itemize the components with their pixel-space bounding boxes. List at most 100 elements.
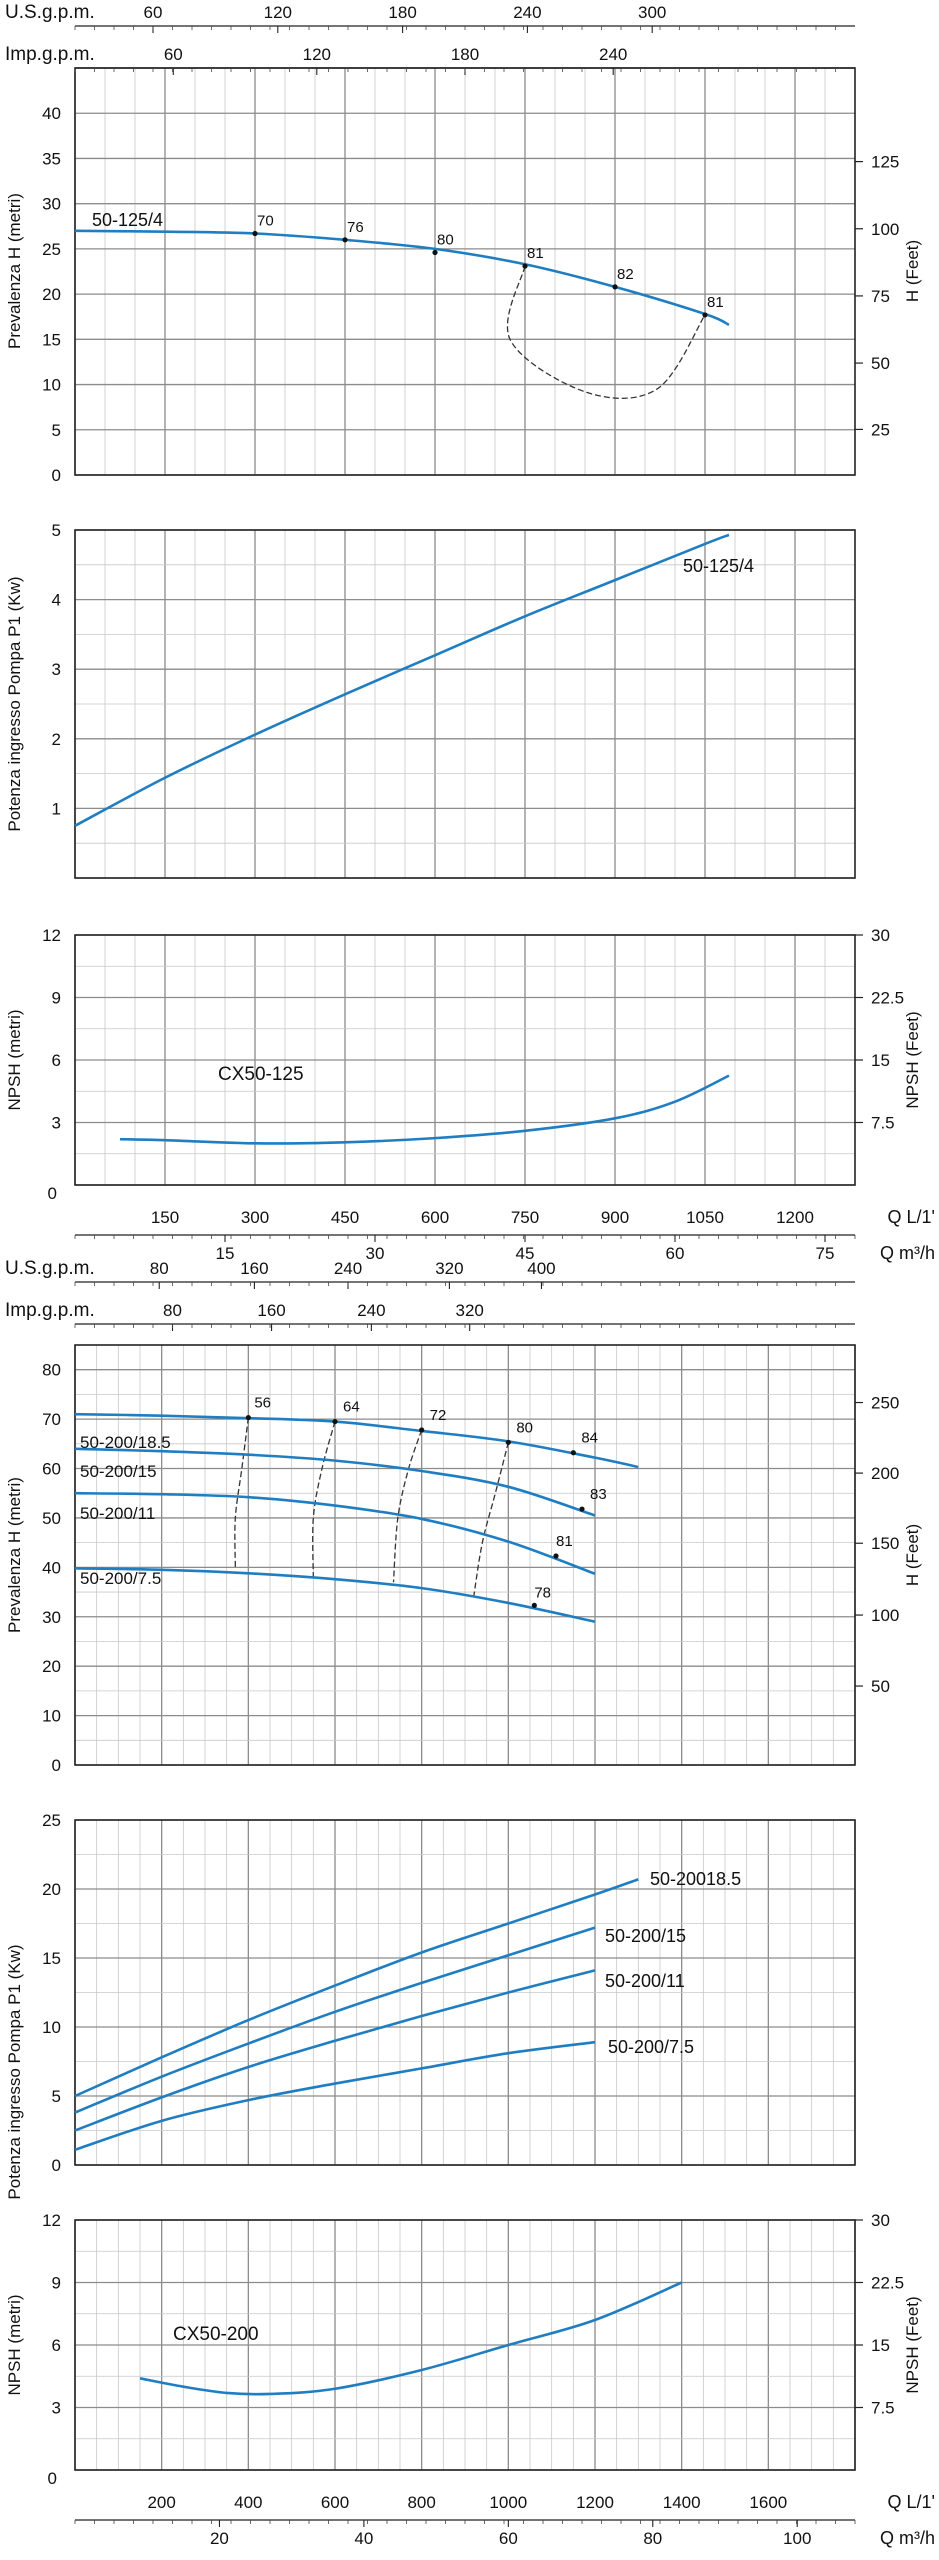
y-axis-label: Potenza ingresso Pompa P1 (Kw) (5, 1944, 24, 2199)
top-scale-tick-label: 300 (638, 3, 666, 22)
series-label: 50-200/7.5 (608, 2037, 694, 2057)
efficiency-envelope-line (506, 265, 706, 399)
y2-tick-label: 15 (871, 2336, 890, 2355)
x-tick-label: 1050 (686, 1208, 724, 1227)
y2-tick-label: 7.5 (871, 1114, 895, 1133)
x-tick-label: 1600 (749, 2493, 787, 2512)
series-line-50-200/15 (74, 1447, 596, 1517)
series-line-50-125/4 (74, 533, 730, 827)
x-tick-label: 800 (407, 2493, 435, 2512)
x-tick-label: 450 (331, 1208, 359, 1227)
c6-grid (74, 2219, 856, 2471)
series-label: 50-125/4 (92, 210, 163, 230)
series-label: 50-200/15 (80, 1462, 157, 1481)
efficiency-label: 80 (437, 232, 454, 249)
x2-tick-label: 75 (816, 1244, 835, 1263)
plot-frame (74, 1344, 856, 1766)
x2-tick-label: 80 (643, 2529, 662, 2548)
y-axis-label: Potenza ingresso Pompa P1 (Kw) (5, 576, 24, 831)
efficiency-point (522, 263, 528, 269)
top-scale-tick-label: 320 (455, 1301, 483, 1320)
efficiency-point (702, 312, 708, 318)
y2-tick-label: 30 (871, 2211, 890, 2230)
x2-tick-label: 30 (366, 1244, 385, 1263)
x-tick-label: 1400 (663, 2493, 701, 2512)
x2-unit-label: Q m³/h (880, 2528, 935, 2548)
y-tick-label: 3 (52, 2399, 61, 2418)
y-tick-label: 80 (42, 1361, 61, 1380)
x-tick-label: 150 (151, 1208, 179, 1227)
series-line-50-200/7.5 (74, 2040, 596, 2152)
x2-tick-label: 100 (783, 2529, 811, 2548)
y-tick-label: 9 (52, 2274, 61, 2293)
x-tick-label: 300 (241, 1208, 269, 1227)
y-axis-label: Prevalenza H (metri) (5, 193, 24, 349)
y-tick-label: 3 (52, 1114, 61, 1133)
y2-tick-label: 22.5 (871, 2274, 904, 2293)
series-line-50-200/7.5 (74, 1567, 596, 1623)
x-tick-label: 1200 (576, 2493, 614, 2512)
efficiency-line (312, 1421, 336, 1578)
chart-annotation: CX50-200 (173, 2324, 259, 2345)
efficiency-point (252, 230, 258, 237)
y2-tick-label: 250 (871, 1394, 899, 1413)
y-tick-label: 20 (42, 285, 61, 304)
chart-annotation: CX50-125 (218, 1064, 304, 1085)
y2-tick-label: 15 (871, 1051, 890, 1070)
y-tick-label: 6 (52, 2336, 61, 2355)
efficiency-label: 76 (347, 219, 364, 236)
y-tick-label: 50 (42, 1509, 61, 1528)
zero-label: 0 (48, 2469, 57, 2488)
top-scale-tick-label: 120 (303, 45, 331, 64)
x2-unit-label: Q m³/h (880, 1243, 935, 1263)
efficiency-point (432, 249, 438, 256)
y2-axis-label: H (Feet) (903, 240, 922, 302)
top-scale-label: Imp.g.p.m. (5, 1300, 95, 1321)
c2-grid (74, 529, 856, 879)
y-tick-label: 0 (52, 1756, 61, 1775)
top-scale-label: U.S.g.p.m. (5, 1258, 95, 1279)
plot-frame (74, 529, 856, 879)
efficiency-label: 84 (581, 1430, 598, 1447)
y-tick-label: 2 (52, 730, 61, 749)
y-tick-label: 70 (42, 1410, 61, 1429)
top-scale-tick-label: 80 (163, 1301, 182, 1320)
series-label: 50-125/4 (683, 556, 754, 576)
top-scale-label: U.S.g.p.m. (5, 2, 95, 23)
series-line-CX50-200 (139, 2281, 683, 2396)
top-scale-tick-label: 60 (144, 3, 163, 22)
y-tick-label: 10 (42, 1707, 61, 1726)
top-scale-tick-label: 60 (164, 45, 183, 64)
y-tick-label: 10 (42, 376, 61, 395)
series-label: 50-200/18.5 (80, 1433, 171, 1452)
y2-tick-label: 30 (871, 926, 890, 945)
y-tick-label: 10 (42, 2018, 61, 2037)
top-scale-tick-label: 400 (527, 1259, 555, 1278)
top-scale-tick-label: 240 (513, 3, 541, 22)
efficiency-point (579, 1506, 585, 1512)
series-line-50-20018.5 (74, 1878, 639, 2098)
y2-tick-label: 7.5 (871, 2399, 895, 2418)
y-tick-label: 0 (52, 2156, 61, 2175)
series-label: 50-20018.5 (650, 1869, 741, 1889)
y-tick-label: 40 (42, 104, 61, 123)
top-scale-tick-label: 160 (257, 1301, 285, 1320)
plot-frame (74, 1819, 856, 2166)
c3-grid (74, 934, 856, 1186)
y-tick-label: 3 (52, 660, 61, 679)
series-label: 50-200/11 (80, 1504, 155, 1523)
y-tick-label: 35 (42, 149, 61, 168)
y-tick-label: 20 (42, 1880, 61, 1899)
series-line-50-125/4 (74, 229, 730, 327)
zero-label: 0 (48, 1184, 57, 1203)
y2-tick-label: 200 (871, 1464, 899, 1483)
efficiency-label: 72 (430, 1407, 447, 1424)
y-axis-label: NPSH (metri) (5, 1009, 24, 1110)
efficiency-line (234, 1417, 249, 1568)
c4-grid (74, 1344, 856, 1766)
y2-axis-label: NPSH (Feet) (903, 1011, 922, 1108)
y-tick-label: 9 (52, 989, 61, 1008)
y-tick-label: 15 (42, 1949, 61, 1968)
efficiency-point (505, 1439, 511, 1445)
